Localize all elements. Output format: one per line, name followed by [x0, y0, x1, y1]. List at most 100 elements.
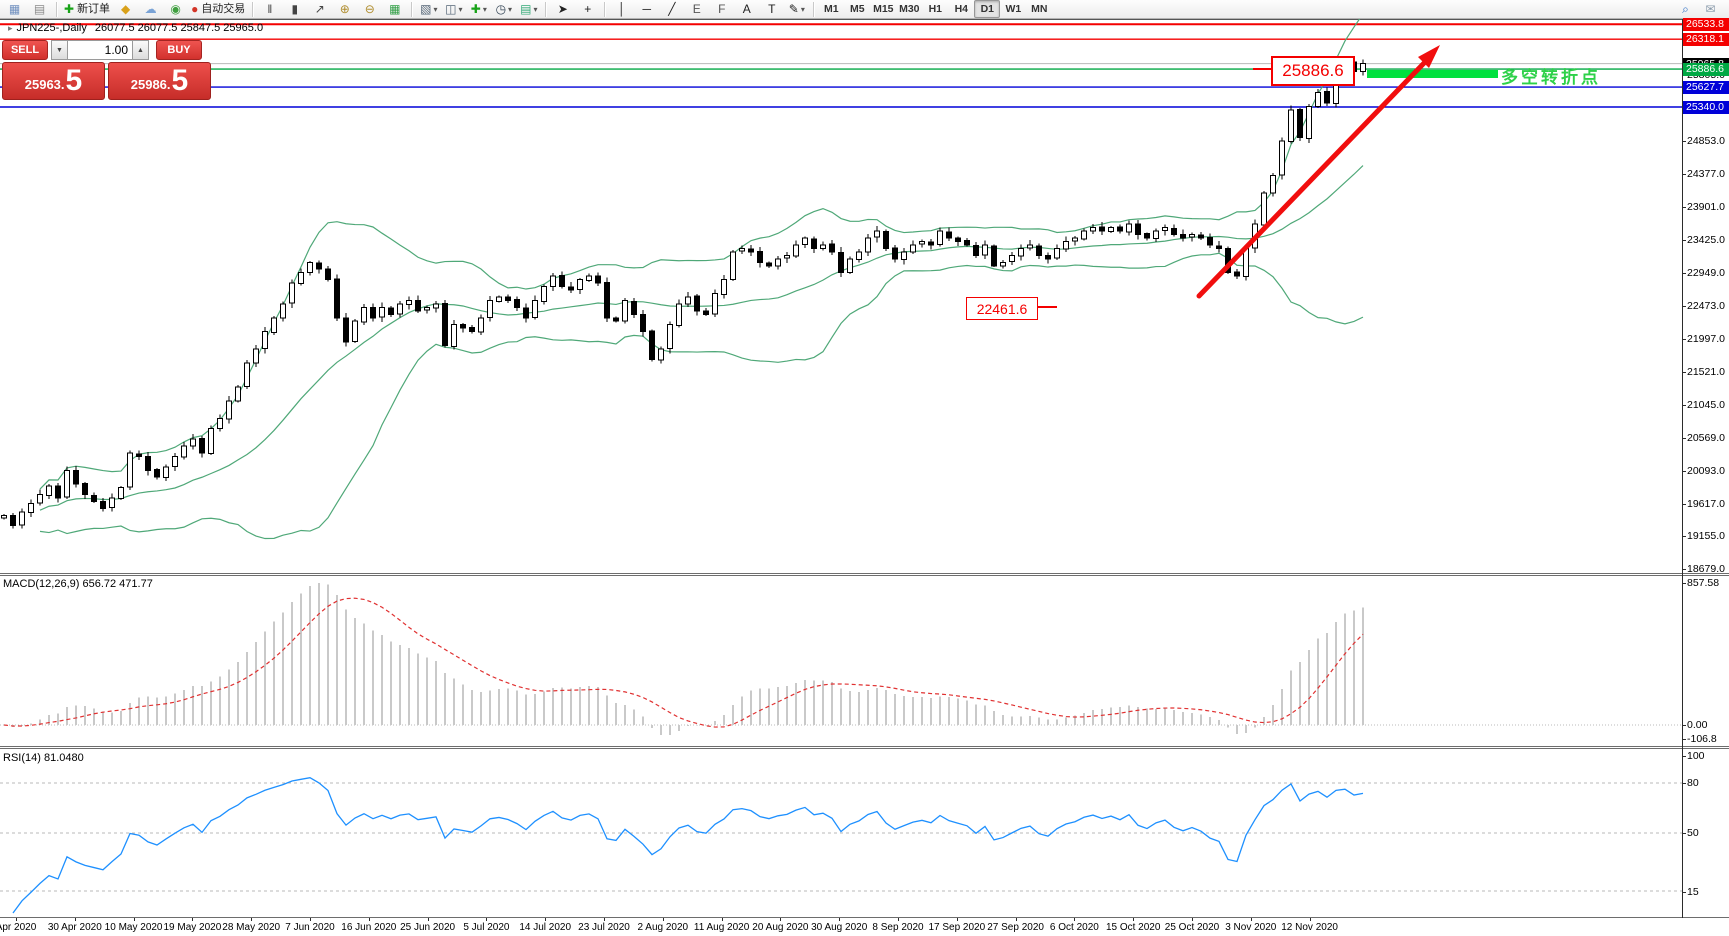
tile-windows-icon[interactable]: ▦ — [382, 0, 407, 19]
timeframe-d1[interactable]: D1 — [974, 0, 1001, 18]
templates-button[interactable]: ▤ ▾ — [516, 0, 541, 19]
fibonacci-icon[interactable]: F — [709, 0, 734, 19]
profiles-button[interactable]: ◫ ▾ — [441, 0, 466, 19]
date-label: 28 May 2020 — [222, 922, 281, 933]
date-tick — [545, 918, 547, 921]
turning-point-text-annotation[interactable]: 多空转折点 — [1501, 68, 1601, 87]
resistance-price-annotation[interactable]: 25886.6 — [1271, 56, 1355, 86]
indicators-button[interactable]: ✚ ▾ — [466, 0, 491, 19]
timeframe-m5[interactable]: M5 — [850, 3, 865, 15]
search-icon[interactable]: ⌕ — [1682, 1, 1689, 16]
timeframe-m30[interactable]: M30 — [899, 3, 920, 15]
funds-icon[interactable]: ◆ — [113, 0, 138, 19]
axis-tick-label: 24853.0 — [1682, 135, 1725, 147]
date-tick — [898, 918, 899, 921]
periods-button[interactable]: ◷ ▾ — [491, 0, 516, 19]
date-tick — [251, 918, 253, 921]
dropdown-arrow-icon: ▾ — [508, 4, 513, 14]
new-order-button[interactable]: ✚ 新订单 — [61, 0, 113, 19]
signals-icon[interactable]: ◉ — [163, 0, 188, 19]
timeframe-h4[interactable]: H4 — [954, 3, 969, 15]
chat-icon[interactable]: ✉ — [1705, 1, 1716, 16]
date-tick — [1192, 918, 1193, 921]
axis-tick-label: 15 — [1682, 886, 1699, 898]
text-icon[interactable]: A — [734, 0, 759, 19]
new-chart-button[interactable]: ▧ ▾ — [416, 0, 441, 19]
arrows-icon[interactable]: ✎ ▾ — [784, 0, 809, 19]
channel-icon[interactable]: E — [684, 0, 709, 19]
collapse-arrow-icon[interactable]: ▸ — [8, 22, 13, 33]
timeframe-w1[interactable]: W1 — [1005, 3, 1022, 15]
toolbar-separator — [545, 1, 547, 17]
timeframe-m15[interactable]: M15 — [873, 3, 894, 15]
cursor-icon: ➤ — [557, 1, 568, 16]
trendline-icon[interactable]: ╱ — [659, 0, 684, 19]
autotrading-button[interactable]: ● 自动交易 — [188, 0, 248, 19]
textlabel-icon[interactable]: T — [759, 0, 784, 19]
timeframe-m1[interactable]: M1 — [824, 3, 839, 15]
timeframe-h1[interactable]: H1 — [928, 3, 943, 15]
date-tick — [427, 918, 429, 921]
candlestick-chart-icon[interactable]: ▮ — [282, 0, 307, 19]
date-tick — [1250, 918, 1252, 921]
main-chart-pane[interactable] — [0, 19, 1682, 573]
funds-icon: ◆ — [120, 1, 131, 16]
date-label: 30 Apr 2020 — [47, 922, 102, 933]
zoom-in-icon[interactable]: ⊕ — [332, 0, 357, 19]
support-callout-line — [1037, 306, 1057, 308]
horizontal-line-icon[interactable]: ─ — [634, 0, 659, 19]
data-window-icon[interactable]: ▤ — [27, 0, 52, 19]
chart-window-icon: ▦ — [8, 1, 21, 16]
support-price-annotation[interactable]: 22461.6 — [966, 297, 1038, 320]
price-line-label: 26533.8 — [1683, 18, 1729, 31]
buy-price-button[interactable]: 25986. 5 — [108, 62, 211, 100]
zoom-out-icon[interactable]: ⊖ — [357, 0, 382, 19]
zoom-out-icon: ⊖ — [364, 1, 375, 16]
sell-price: 25963. — [24, 77, 65, 92]
axis-tick-label: 20569.0 — [1682, 432, 1725, 444]
rsi-pane[interactable] — [0, 749, 1682, 917]
axis-tick-label: 50 — [1682, 827, 1699, 839]
vertical-line-icon[interactable]: │ — [609, 0, 634, 19]
axis-tick-label: 23901.0 — [1682, 201, 1725, 213]
axis-tick-label: 21997.0 — [1682, 333, 1725, 345]
cursor-icon[interactable]: ➤ — [550, 0, 575, 19]
volume-input[interactable] — [68, 40, 132, 60]
buy-button[interactable]: BUY — [156, 40, 202, 60]
templates-button: ▤ — [520, 1, 532, 16]
price-line-label: 25886.6 — [1683, 63, 1729, 76]
chart-window-icon[interactable]: ▦ — [2, 0, 27, 19]
pane-separator-rsi[interactable] — [0, 746, 1729, 749]
date-label: 20 Aug 2020 — [752, 922, 809, 933]
one-click-trading-panel: SELL ▼ ▲ BUY 25963. 5 25986. 5 — [2, 40, 214, 100]
new-order-button: ✚ — [64, 1, 75, 16]
sell-button[interactable]: SELL — [2, 40, 48, 60]
accounts-icon[interactable]: ☁ — [138, 0, 163, 19]
crosshair-icon[interactable]: + — [575, 0, 600, 19]
axis-tick-label: 0.00 — [1681, 719, 1708, 731]
new-chart-button: ▧ — [420, 1, 432, 16]
date-tick — [1309, 918, 1311, 921]
volume-decrease-button[interactable]: ▼ — [51, 40, 68, 60]
line-chart-icon[interactable]: ↗ — [307, 0, 332, 19]
date-label: 30 Aug 2020 — [811, 922, 868, 933]
pane-separator-macd[interactable] — [0, 573, 1729, 576]
sell-price-button[interactable]: 25963. 5 — [2, 62, 105, 100]
axis-tick-label: 23425.0 — [1682, 234, 1725, 246]
date-label: Apr 2020 — [0, 922, 37, 933]
macd-pane[interactable] — [0, 576, 1682, 746]
axis-tick-label: 19617.0 — [1682, 498, 1725, 510]
bar-chart-icon: ‖ — [267, 1, 273, 16]
date-label: 25 Jun 2020 — [400, 922, 456, 933]
bar-chart-icon[interactable]: ‖ — [257, 0, 282, 19]
resistance-callout-line — [1253, 68, 1271, 70]
autotrading-button: ● — [191, 1, 199, 16]
date-label: 23 Jul 2020 — [578, 922, 630, 933]
zoom-in-icon: ⊕ — [339, 1, 350, 16]
timeframe-mn[interactable]: MN — [1031, 3, 1048, 15]
horizontal-line-icon: ─ — [642, 1, 652, 16]
price-line-label: 25340.0 — [1683, 101, 1729, 114]
dropdown-arrow-icon: ▾ — [433, 4, 438, 14]
volume-increase-button[interactable]: ▲ — [132, 40, 149, 60]
